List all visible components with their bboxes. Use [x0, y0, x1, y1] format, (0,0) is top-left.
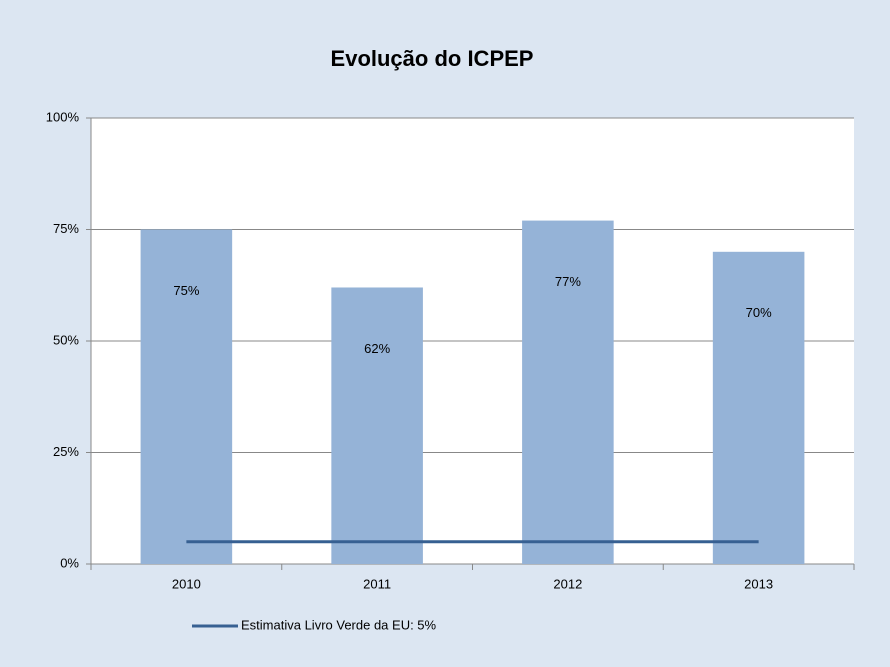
y-tick-label: 100% — [46, 109, 80, 124]
y-tick-label: 50% — [53, 332, 79, 347]
x-tick-label: 2012 — [553, 576, 582, 591]
bar — [331, 287, 423, 564]
data-label: 70% — [746, 305, 772, 320]
legend-label: Estimativa Livro Verde da EU: 5% — [241, 617, 437, 632]
y-tick-label: 75% — [53, 221, 79, 236]
chart-title: Evolução do ICPEP — [331, 46, 534, 71]
bar — [712, 251, 805, 565]
data-label: 77% — [555, 274, 581, 289]
x-tick-label: 2013 — [744, 576, 773, 591]
data-label: 62% — [364, 341, 390, 356]
y-tick-label: 0% — [60, 555, 79, 570]
bar — [522, 220, 614, 564]
y-tick-label: 25% — [53, 444, 79, 459]
x-tick-label: 2010 — [172, 576, 201, 591]
x-tick-label: 2011 — [363, 576, 391, 591]
bar — [140, 229, 233, 564]
data-label: 75% — [173, 283, 199, 298]
